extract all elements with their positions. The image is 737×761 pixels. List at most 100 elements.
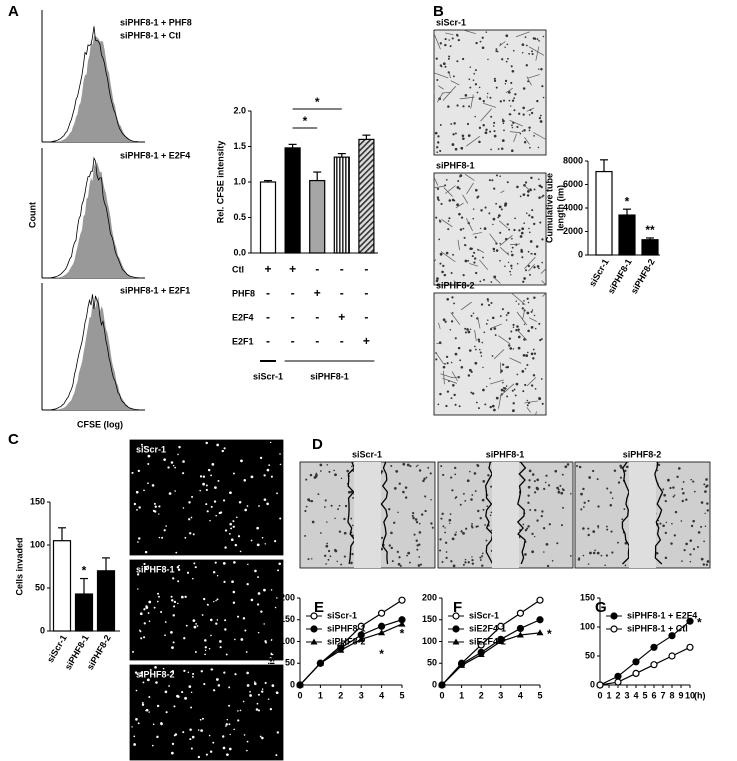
cell	[233, 728, 235, 731]
cell	[266, 468, 270, 472]
cell	[540, 378, 543, 380]
cell	[450, 560, 453, 563]
cell	[454, 147, 458, 151]
cell	[448, 55, 451, 58]
cell	[473, 72, 476, 75]
cell	[435, 216, 438, 219]
legend-text: siPHF8-1	[327, 623, 366, 633]
cell	[472, 217, 475, 220]
cell	[471, 522, 473, 525]
marker	[378, 629, 386, 636]
cell	[165, 711, 168, 714]
cell	[697, 531, 701, 534]
cell	[147, 565, 149, 567]
cell	[224, 529, 228, 532]
cell	[313, 476, 317, 479]
cell	[696, 545, 699, 548]
cell	[208, 647, 211, 650]
cell	[329, 555, 332, 558]
cell	[704, 490, 707, 493]
cell	[447, 228, 450, 231]
cell	[458, 187, 461, 190]
bar	[595, 170, 613, 256]
cell	[305, 478, 308, 481]
cell	[445, 551, 448, 553]
cell	[506, 395, 509, 398]
cell	[623, 508, 626, 511]
y-tick-label: 50	[427, 658, 437, 668]
cell	[451, 312, 454, 314]
cell	[466, 328, 469, 331]
cell	[570, 492, 572, 495]
cell	[143, 489, 145, 492]
cell	[137, 588, 139, 590]
cell	[206, 510, 209, 513]
marker	[686, 643, 694, 651]
cell	[517, 335, 521, 339]
y-tick-label: 2000	[563, 226, 583, 236]
cell	[462, 563, 465, 566]
cell	[237, 535, 241, 538]
cell	[482, 552, 484, 555]
cell	[523, 323, 526, 325]
cell	[484, 524, 486, 526]
cell	[478, 340, 481, 343]
cell	[462, 492, 465, 495]
cell	[480, 355, 483, 357]
cell	[683, 549, 686, 552]
cell	[135, 689, 138, 692]
cell	[171, 742, 175, 746]
cell	[439, 124, 442, 126]
tube	[493, 349, 505, 360]
cell	[524, 528, 528, 532]
cell	[507, 261, 510, 264]
y-tick-label: 100	[30, 539, 45, 549]
tube	[509, 120, 523, 127]
cell	[527, 501, 530, 504]
cell	[499, 175, 501, 177]
cell	[200, 729, 203, 732]
cell	[556, 542, 559, 545]
tube	[470, 94, 474, 109]
cell	[495, 396, 499, 400]
cell	[204, 653, 206, 656]
cell	[462, 274, 465, 277]
marker	[438, 681, 446, 688]
image	[129, 664, 284, 761]
cell	[527, 351, 529, 354]
cell	[212, 571, 216, 574]
cell	[605, 525, 608, 528]
cell	[187, 671, 190, 674]
cell	[462, 531, 465, 535]
cell	[454, 403, 457, 406]
cell	[526, 527, 529, 530]
cell	[624, 469, 627, 473]
cell	[582, 554, 585, 557]
cell	[455, 531, 457, 533]
cell	[319, 463, 323, 467]
cell	[153, 502, 156, 505]
cell	[196, 625, 199, 627]
cell	[466, 479, 470, 483]
cell	[481, 46, 485, 50]
cell	[162, 667, 165, 670]
cell	[510, 250, 513, 253]
cell	[517, 346, 521, 350]
cell	[172, 464, 175, 467]
cell	[217, 684, 221, 687]
cell	[188, 518, 191, 521]
cell	[147, 454, 151, 458]
cell	[512, 323, 515, 326]
cell	[194, 566, 197, 569]
cell	[604, 564, 606, 567]
cell	[541, 195, 543, 198]
cell	[540, 514, 543, 518]
sign: -	[340, 262, 344, 276]
tube	[477, 317, 481, 329]
cell	[205, 488, 208, 492]
y-axis-label: Cumulative tube	[544, 173, 554, 243]
cell	[338, 504, 341, 507]
cell	[172, 614, 175, 617]
cell	[181, 691, 184, 694]
cell	[420, 513, 424, 516]
